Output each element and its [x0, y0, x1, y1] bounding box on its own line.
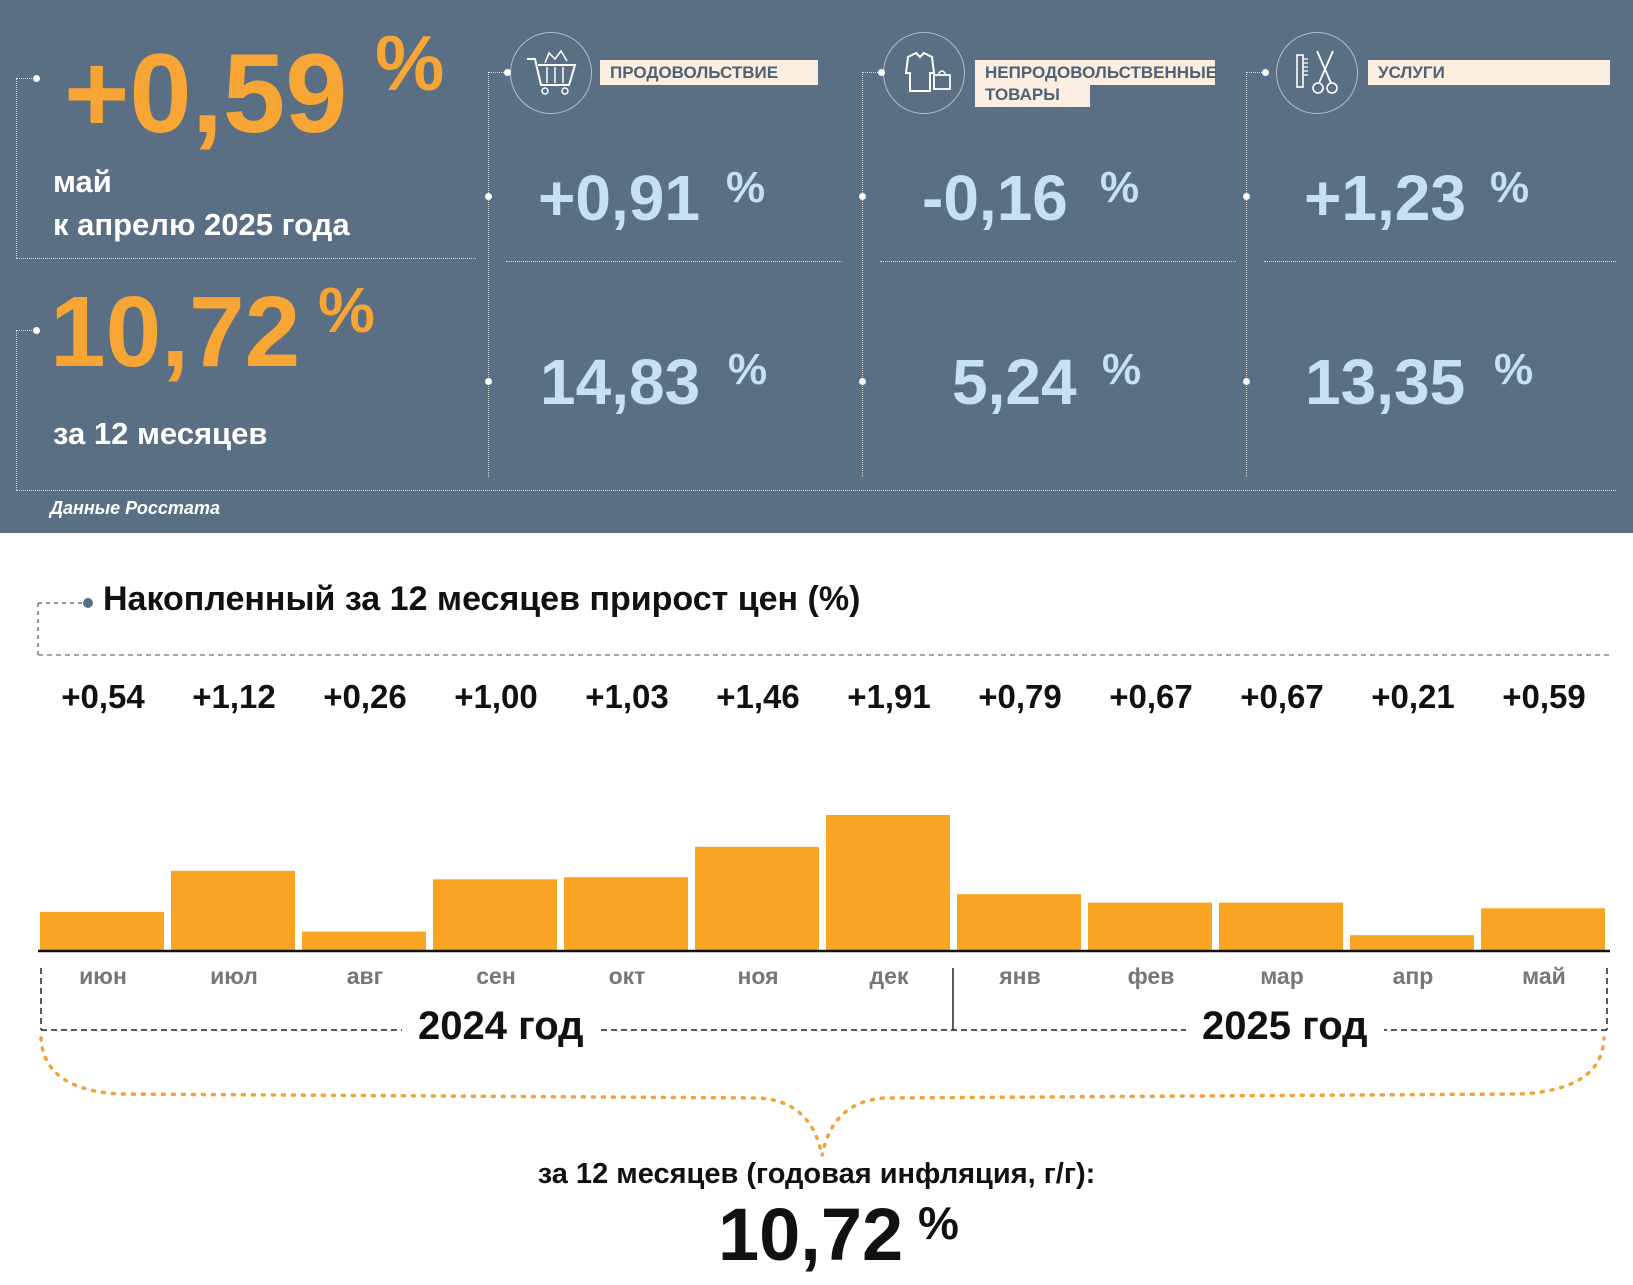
- connector-line: [16, 78, 34, 79]
- month-label-jun: июн: [79, 963, 127, 989]
- monthly-caption-line2: к апрелю 2025 года: [53, 207, 350, 242]
- title-connector: [37, 598, 1610, 656]
- value-label-sep: +1,00: [454, 678, 538, 715]
- bullet-dot: [1243, 378, 1250, 385]
- food-monthly-unit: %: [726, 163, 766, 212]
- year-label-2024: 2024 год: [402, 1004, 600, 1049]
- bar-jun: [40, 911, 164, 950]
- category-label-nonfood-line2: ТОВАРЫ: [975, 82, 1090, 107]
- clothing-bag-icon: [883, 32, 965, 114]
- connector-line: [1264, 261, 1616, 262]
- value-label-jul: +1,12: [192, 678, 276, 715]
- bullet-dot: [504, 69, 511, 76]
- services-annual-value: 13,35: [1305, 346, 1466, 418]
- food-monthly-value: +0,91: [538, 162, 700, 234]
- food-annual-value: 14,83: [540, 346, 701, 418]
- bullet-dot: [859, 193, 866, 200]
- food-annual-unit: %: [728, 345, 768, 394]
- category-label-nonfood-line1: НЕПРОДОВОЛЬСТВЕННЫЕ: [975, 60, 1217, 85]
- connector-line: [880, 261, 1236, 262]
- connector-line: [16, 490, 1616, 491]
- shopping-cart-icon: [510, 32, 592, 114]
- nonfood-annual-unit: %: [1102, 345, 1142, 394]
- value-label-feb: +0,67: [1109, 678, 1193, 715]
- bullet-dot: [1243, 193, 1250, 200]
- month-label-may: май: [1522, 963, 1566, 989]
- bar-nov: [695, 846, 819, 950]
- services-monthly-unit: %: [1490, 163, 1530, 212]
- bar-apr: [1350, 935, 1474, 950]
- annual-caption: за 12 месяцев: [53, 416, 268, 451]
- summary-unit: %: [918, 1197, 959, 1249]
- category-label-services: УСЛУГИ: [1368, 60, 1610, 85]
- value-label-nov: +1,46: [716, 678, 800, 715]
- annual-inflation-unit: %: [318, 274, 375, 346]
- summary-panel: +0,59 % май к апрелю 2025 года 10,72 % з…: [0, 0, 1633, 533]
- chart-title: Накопленный за 12 месяцев прирост цен (%…: [103, 580, 861, 618]
- bullet-dot: [485, 193, 492, 200]
- connector-line: [16, 330, 34, 331]
- month-label-apr: апр: [1392, 963, 1434, 989]
- value-label-mar: +0,67: [1240, 678, 1324, 715]
- month-label-jul: июл: [210, 963, 258, 989]
- monthly-caption-line1: май: [53, 164, 112, 199]
- connector-line: [862, 72, 880, 73]
- month-label-nov: ноя: [737, 963, 779, 989]
- monthly-inflation-value: +0,59: [64, 31, 348, 156]
- bullet-dot: [485, 378, 492, 385]
- bullet-dot: [1262, 69, 1269, 76]
- value-label-jan: +0,79: [978, 678, 1062, 715]
- services-annual-unit: %: [1494, 345, 1534, 394]
- bar-jul: [171, 870, 295, 950]
- value-label-jun: +0,54: [61, 678, 145, 715]
- bar-chart: [38, 815, 1610, 953]
- value-label-may: +0,59: [1502, 678, 1586, 715]
- nonfood-monthly-unit: %: [1100, 163, 1140, 212]
- connector-line: [488, 72, 506, 73]
- monthly-inflation-unit: %: [375, 19, 445, 107]
- bar-jan: [957, 894, 1081, 950]
- nonfood-monthly-value: -0,16: [922, 162, 1068, 234]
- month-label-dec: дек: [869, 963, 909, 989]
- nonfood-annual-value: 5,24: [952, 346, 1077, 418]
- comb-scissors-icon: [1276, 32, 1358, 114]
- column-divider: [862, 72, 863, 477]
- source-note: Данные Росстата: [50, 498, 220, 518]
- bullet-dot: [33, 327, 40, 334]
- month-label-mar: мар: [1260, 963, 1304, 989]
- bar-mar: [1219, 902, 1343, 950]
- bullet-dot: [859, 378, 866, 385]
- bar-aug: [302, 931, 426, 950]
- bar-sep: [433, 879, 557, 950]
- connector-line: [16, 330, 17, 490]
- column-divider: [488, 72, 489, 477]
- connector-line: [1246, 72, 1264, 73]
- bar-feb: [1088, 902, 1212, 950]
- value-label-oct: +1,03: [585, 678, 669, 715]
- year-brackets: [39, 968, 1608, 1157]
- connector-line: [16, 78, 17, 258]
- bullet-dot: [33, 75, 40, 82]
- value-label-apr: +0,21: [1371, 678, 1455, 715]
- annual-inflation-value: 10,72: [50, 276, 301, 388]
- month-label-sep: сен: [476, 963, 516, 989]
- value-label-dec: +1,91: [847, 678, 931, 715]
- bar-may: [1481, 908, 1605, 950]
- connector-line: [16, 258, 476, 259]
- bar-dec: [826, 815, 950, 950]
- month-label-oct: окт: [608, 963, 646, 989]
- year-label-2025: 2025 год: [1186, 1004, 1384, 1049]
- month-label-jan: янв: [999, 963, 1041, 989]
- bullet-dot: [878, 69, 885, 76]
- bar-oct: [564, 877, 688, 950]
- connector-line: [506, 261, 842, 262]
- month-label-feb: фев: [1127, 963, 1175, 989]
- value-label-aug: +0,26: [323, 678, 407, 715]
- month-label-aug: авг: [346, 963, 384, 989]
- column-divider: [1246, 72, 1247, 477]
- category-label-food: ПРОДОВОЛЬСТВИЕ: [600, 60, 818, 85]
- services-monthly-value: +1,23: [1304, 162, 1466, 234]
- summary-value: 10,72: [718, 1193, 904, 1276]
- summary-caption: за 12 месяцев (годовая инфляция, г/г):: [537, 1158, 1096, 1190]
